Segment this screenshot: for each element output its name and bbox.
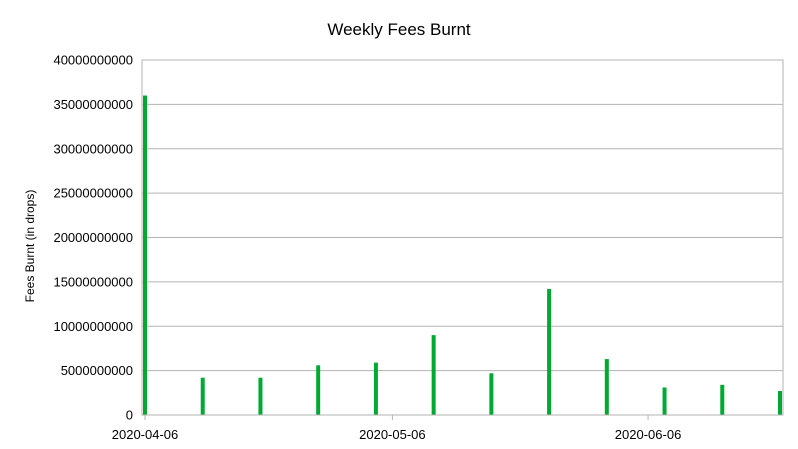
bar [489,373,494,415]
y-tick-label: 0 [126,408,133,423]
x-tick-label: 2020-05-06 [359,427,426,442]
y-tick-label: 10000000000 [53,319,133,334]
bar [604,359,609,415]
y-tick-labels: 0 5000000000 10000000000 15000000000 2000000… [53,53,133,423]
bar [778,391,782,415]
chart-title: Weekly Fees Burnt [327,20,471,39]
x-tick-label: 2020-06-06 [615,427,682,442]
bar [316,365,321,415]
y-tick-label: 35000000000 [53,97,133,112]
bars [143,95,782,415]
y-tick-label: 5000000000 [61,363,133,378]
bar [662,387,667,415]
bar [258,377,263,415]
x-tick-labels: 2020-04-06 2020-05-06 2020-06-06 [112,415,682,442]
y-axis-label: Fees Burnt (in drops) [23,190,37,303]
bar [373,362,378,415]
y-tick-label: 40000000000 [53,53,133,68]
y-tick-label: 20000000000 [53,230,133,245]
y-tick-label: 25000000000 [53,186,133,201]
gridlines [142,59,783,416]
bar [200,377,205,415]
y-tick-label: 30000000000 [53,141,133,156]
y-tick-label: 15000000000 [53,274,133,289]
plot-frame [141,59,784,416]
bar [720,384,725,415]
bar [547,288,552,415]
bar [431,335,436,415]
bar [143,95,147,415]
x-tick-label: 2020-04-06 [112,427,179,442]
